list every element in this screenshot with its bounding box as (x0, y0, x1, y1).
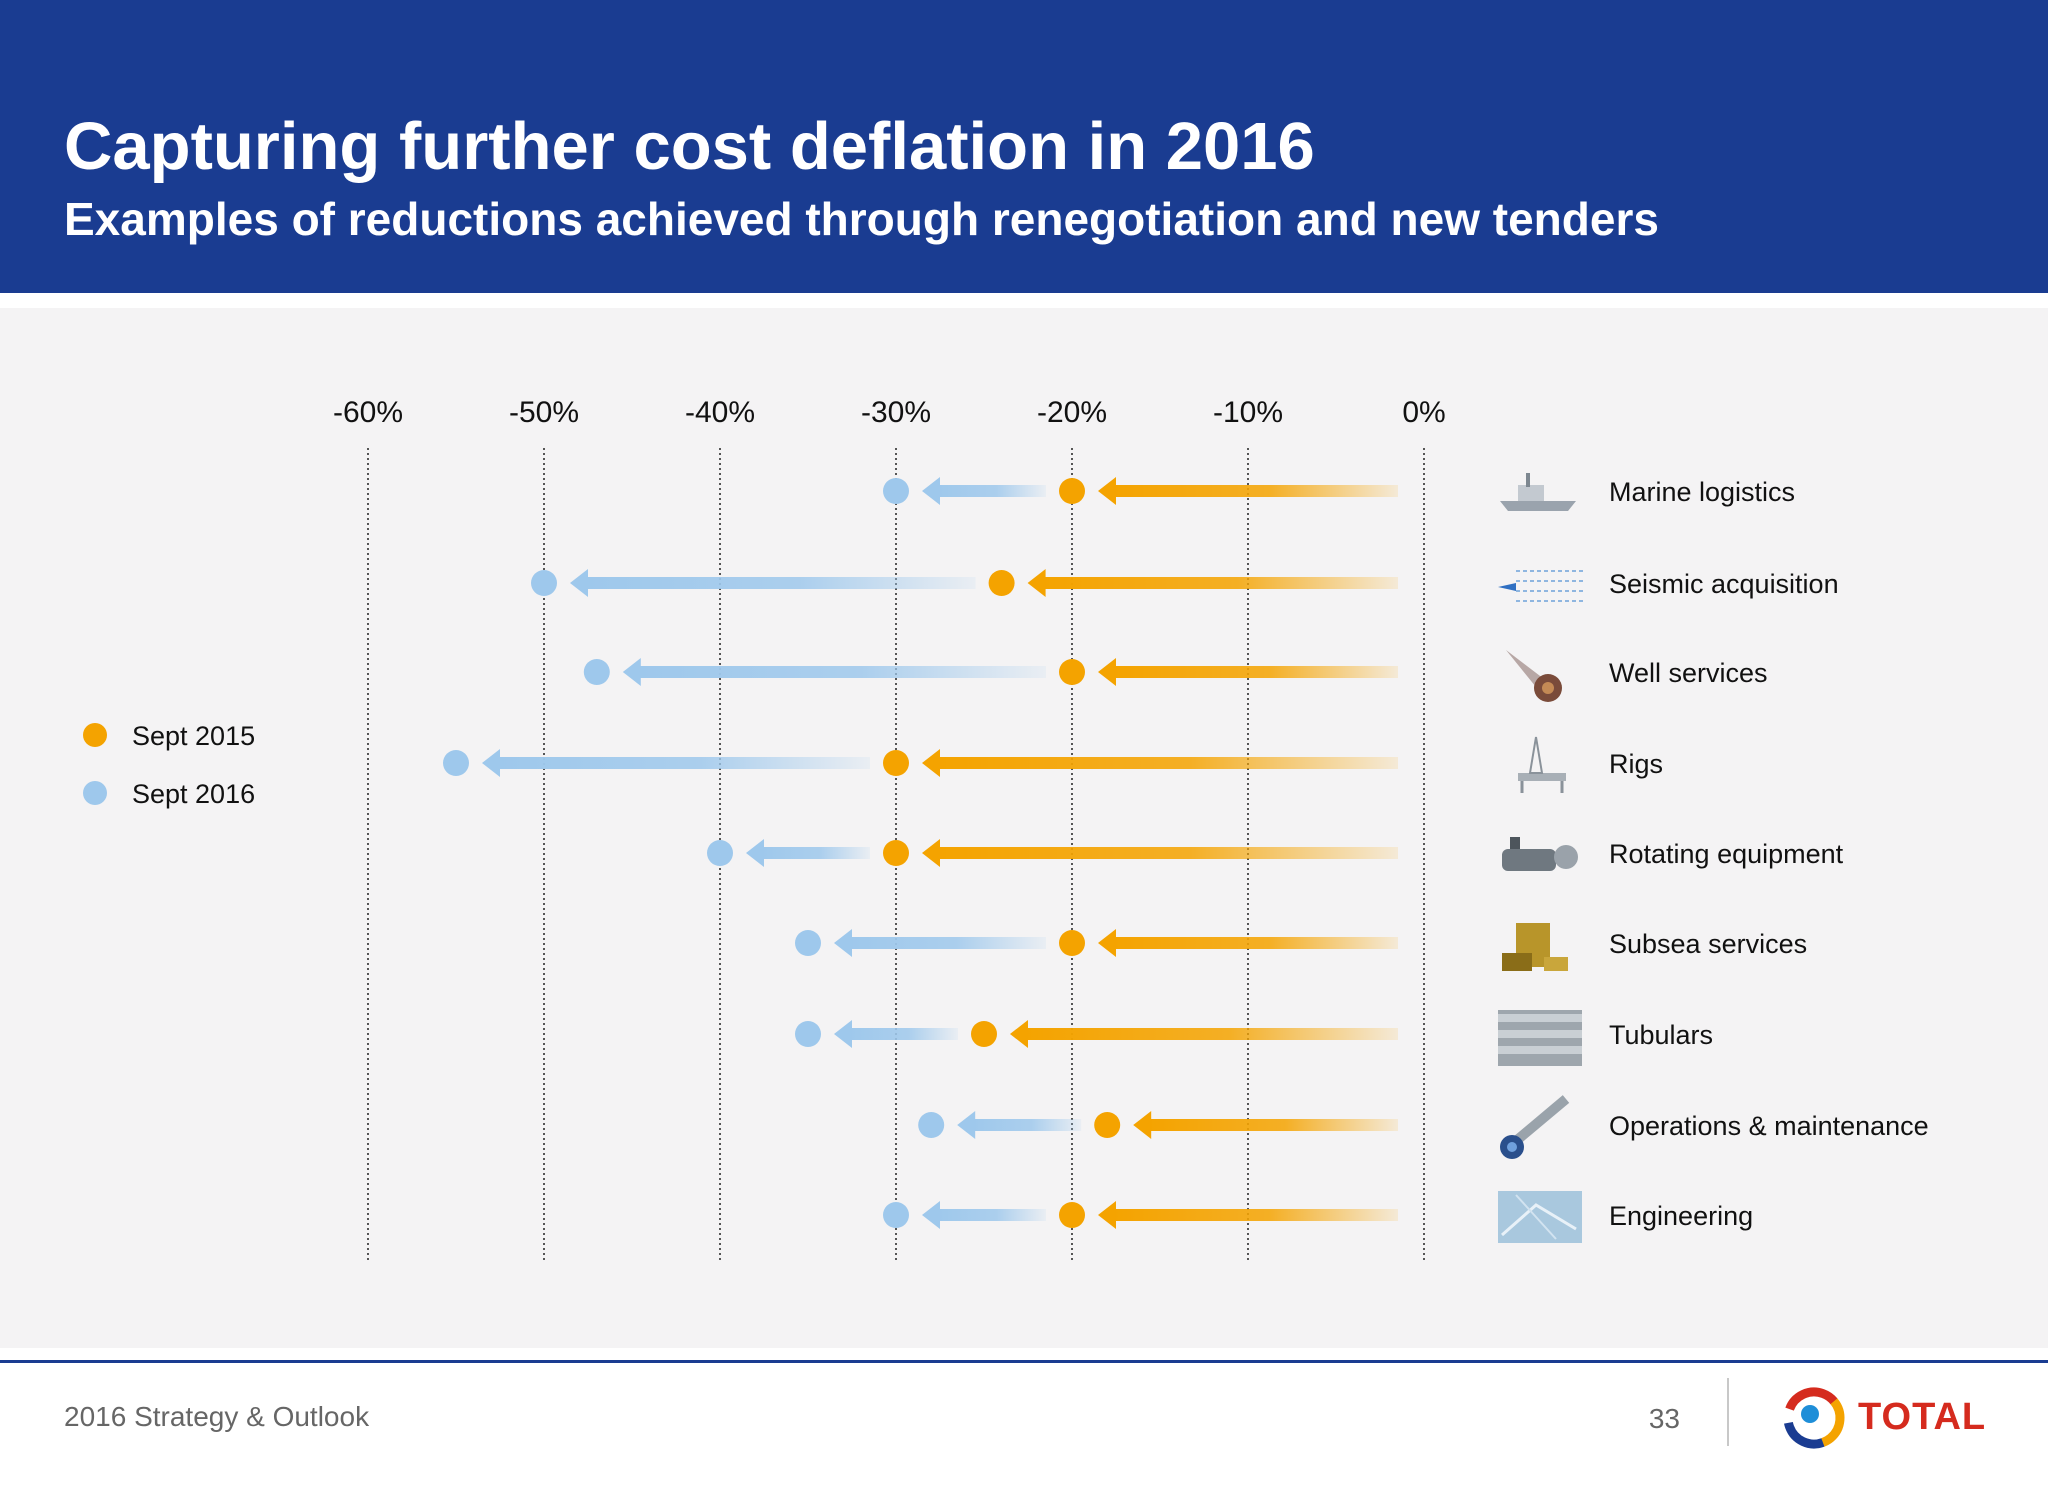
slide-title: Capturing further cost deflation in 2016 (64, 109, 1315, 184)
point-sept-2015 (971, 1021, 997, 1047)
point-sept-2016 (795, 1021, 821, 1047)
footer-title: 2016 Strategy & Outlook (64, 1401, 370, 1432)
drill-bit-icon (1506, 650, 1562, 702)
valve-icon (1500, 1095, 1570, 1159)
point-sept-2016 (795, 930, 821, 956)
arrow-2016-shaft (848, 937, 1046, 949)
header-banner: Capturing further cost deflation in 2016… (0, 0, 2048, 293)
x-tick-label: -60% (333, 396, 403, 429)
category-label: Subsea services (1609, 929, 1807, 959)
category-label: Tubulars (1609, 1020, 1713, 1050)
arrow-2015-head (922, 749, 940, 777)
arrow-2016-head (746, 839, 764, 867)
arrow-2016-head (622, 658, 641, 686)
arrow-2016-shaft (936, 1209, 1046, 1221)
point-sept-2016 (918, 1112, 945, 1138)
arrow-2015-shaft (1112, 937, 1398, 949)
seismic-streamer-icon (1498, 570, 1584, 602)
pump-icon (1502, 837, 1578, 871)
arrow-2015-shaft (1112, 1209, 1398, 1221)
category-label: Marine logistics (1609, 477, 1795, 507)
category-label: Rigs (1609, 749, 1663, 779)
category-label: Seismic acquisition (1609, 569, 1839, 599)
footer-divider (0, 1360, 2048, 1363)
arrow-2015-shaft (1147, 1119, 1398, 1131)
point-sept-2015 (1059, 930, 1085, 956)
arrow-2016-head (482, 749, 500, 777)
arrow-2016-head (957, 1111, 976, 1139)
arrow-2015-head (1027, 569, 1046, 597)
arrow-2016-head (922, 477, 940, 505)
point-sept-2016 (883, 478, 909, 504)
point-sept-2015 (883, 840, 909, 866)
legend-marker (83, 781, 107, 805)
arrow-2016-shaft (848, 1028, 958, 1040)
x-tick-label: -20% (1037, 396, 1107, 429)
category-label: Rotating equipment (1609, 839, 1844, 869)
arrow-2016-head (834, 1020, 852, 1048)
arrow-2015-shaft (1041, 577, 1398, 589)
arrow-2015-head (1098, 1201, 1116, 1229)
category-label: Operations & maintenance (1609, 1111, 1929, 1141)
legend-label: Sept 2015 (132, 721, 255, 751)
arrow-2016-shaft (760, 847, 870, 859)
arrow-2016-head (834, 929, 852, 957)
x-tick-label: -30% (861, 396, 931, 429)
footer-separator (1727, 1378, 1729, 1446)
arrow-2016-shaft (971, 1119, 1082, 1131)
arrow-2015-shaft (1024, 1028, 1398, 1040)
arrow-2015-shaft (936, 757, 1398, 769)
point-sept-2015 (1059, 659, 1085, 685)
arrow-2015-head (922, 839, 940, 867)
category-label: Well services (1609, 658, 1768, 688)
arrow-2015-shaft (1112, 485, 1398, 497)
arrow-2016-shaft (636, 666, 1046, 678)
point-sept-2016 (531, 570, 557, 596)
x-tick-label: -50% (509, 396, 579, 429)
arrow-2015-shaft (936, 847, 1398, 859)
arrow-2015-head (1133, 1111, 1152, 1139)
engineering-icon (1498, 1191, 1582, 1243)
arrow-2016-shaft (584, 577, 976, 589)
arrow-2016-shaft (496, 757, 870, 769)
arrow-2015-head (1098, 477, 1116, 505)
point-sept-2016 (707, 840, 733, 866)
point-sept-2015 (1094, 1112, 1121, 1138)
arrow-2016-head (570, 569, 588, 597)
arrow-2015-head (1010, 1020, 1028, 1048)
legend-marker (83, 723, 107, 747)
total-logo-mark-icon (1783, 1387, 1845, 1449)
pipes-icon (1498, 1010, 1582, 1066)
category-label: Engineering (1609, 1201, 1753, 1231)
ship-icon (1500, 473, 1576, 511)
total-logo-text: TOTAL (1858, 1396, 1987, 1438)
total-logo[interactable]: TOTAL (1782, 1382, 1985, 1452)
arrow-2015-head (1098, 929, 1116, 957)
rig-icon (1518, 736, 1566, 793)
x-tick-label: 0% (1402, 396, 1445, 429)
point-sept-2015 (1059, 1202, 1085, 1228)
point-sept-2015 (883, 750, 909, 776)
x-tick-label: -40% (685, 396, 755, 429)
arrow-2015-head (1098, 658, 1116, 686)
slide-subtitle: Examples of reductions achieved through … (64, 193, 1659, 245)
cost-deflation-chart: -60% -50% -40% -30% -20% -10% 0% Marine logisti… (83, 396, 1929, 1262)
point-sept-2015 (1059, 478, 1085, 504)
page-number: 33 (1648, 1403, 1680, 1434)
legend-label: Sept 2016 (132, 779, 255, 809)
point-sept-2016 (583, 659, 610, 685)
x-tick-label: -10% (1213, 396, 1283, 429)
point-sept-2015 (988, 570, 1015, 596)
point-sept-2016 (883, 1202, 909, 1228)
arrow-2015-shaft (1112, 666, 1398, 678)
subsea-module-icon (1502, 923, 1568, 971)
arrow-2016-head (922, 1201, 940, 1229)
chart-panel: -60% -50% -40% -30% -20% -10% 0% Marine logisti… (0, 308, 2048, 1348)
point-sept-2016 (443, 750, 469, 776)
arrow-2016-shaft (936, 485, 1046, 497)
